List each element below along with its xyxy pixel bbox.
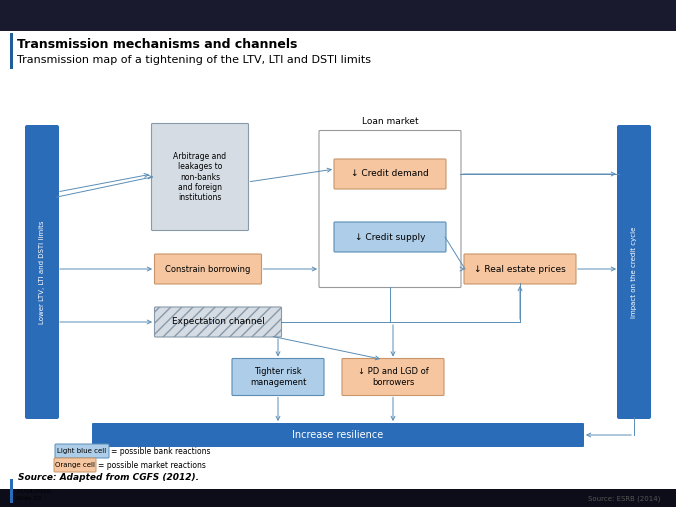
Text: Increase resilience: Increase resilience [293, 430, 383, 440]
Text: Transmission mechanisms and channels: Transmission mechanisms and channels [17, 39, 297, 52]
Text: Lower LTV, LTI and DSTI limits: Lower LTV, LTI and DSTI limits [39, 220, 45, 324]
Text: Tighter risk
management: Tighter risk management [250, 367, 306, 387]
Text: Slide 23: Slide 23 [16, 496, 41, 501]
Text: ↓ PD and LGD of
borrowers: ↓ PD and LGD of borrowers [358, 367, 429, 387]
FancyBboxPatch shape [55, 444, 109, 458]
Text: 27/04/2016: 27/04/2016 [16, 489, 52, 493]
FancyBboxPatch shape [155, 307, 281, 337]
Text: = possible bank reactions: = possible bank reactions [111, 447, 210, 455]
Text: Arbitrage and
leakages to
non-banks
and foreign
institutions: Arbitrage and leakages to non-banks and … [174, 152, 226, 202]
FancyBboxPatch shape [92, 423, 584, 447]
Text: ↓ Credit demand: ↓ Credit demand [351, 169, 429, 178]
FancyBboxPatch shape [25, 125, 59, 419]
FancyBboxPatch shape [334, 222, 446, 252]
Text: Orange cell: Orange cell [55, 462, 95, 468]
Bar [10, 33, 13, 69]
Text: Transmission map of a tightening of the LTV, LTI and DSTI limits: Transmission map of a tightening of the … [17, 55, 371, 65]
Text: Constrain borrowing: Constrain borrowing [166, 265, 251, 273]
Bar [10, 479, 13, 503]
Text: Light blue cell: Light blue cell [57, 448, 107, 454]
Text: Source: ESRB (2014): Source: ESRB (2014) [587, 496, 660, 502]
FancyBboxPatch shape [617, 125, 651, 419]
FancyBboxPatch shape [464, 254, 576, 284]
Text: Impact on the credit cycle: Impact on the credit cycle [631, 226, 637, 318]
FancyBboxPatch shape [151, 124, 249, 231]
Bar [0, 489, 676, 507]
FancyBboxPatch shape [54, 458, 96, 472]
FancyBboxPatch shape [155, 254, 262, 284]
Text: ↓ Real estate prices: ↓ Real estate prices [474, 265, 566, 273]
FancyBboxPatch shape [232, 358, 324, 395]
Text: Source: Adapted from CGFS (2012).: Source: Adapted from CGFS (2012). [18, 473, 199, 482]
Text: Expectation channel: Expectation channel [172, 317, 264, 327]
Bar [0, 0, 676, 31]
FancyBboxPatch shape [342, 358, 444, 395]
Text: = possible market reactions: = possible market reactions [98, 460, 206, 469]
Text: ↓ Credit supply: ↓ Credit supply [355, 233, 425, 241]
Text: Loan market: Loan market [362, 117, 418, 126]
FancyBboxPatch shape [334, 159, 446, 189]
FancyBboxPatch shape [319, 130, 461, 287]
